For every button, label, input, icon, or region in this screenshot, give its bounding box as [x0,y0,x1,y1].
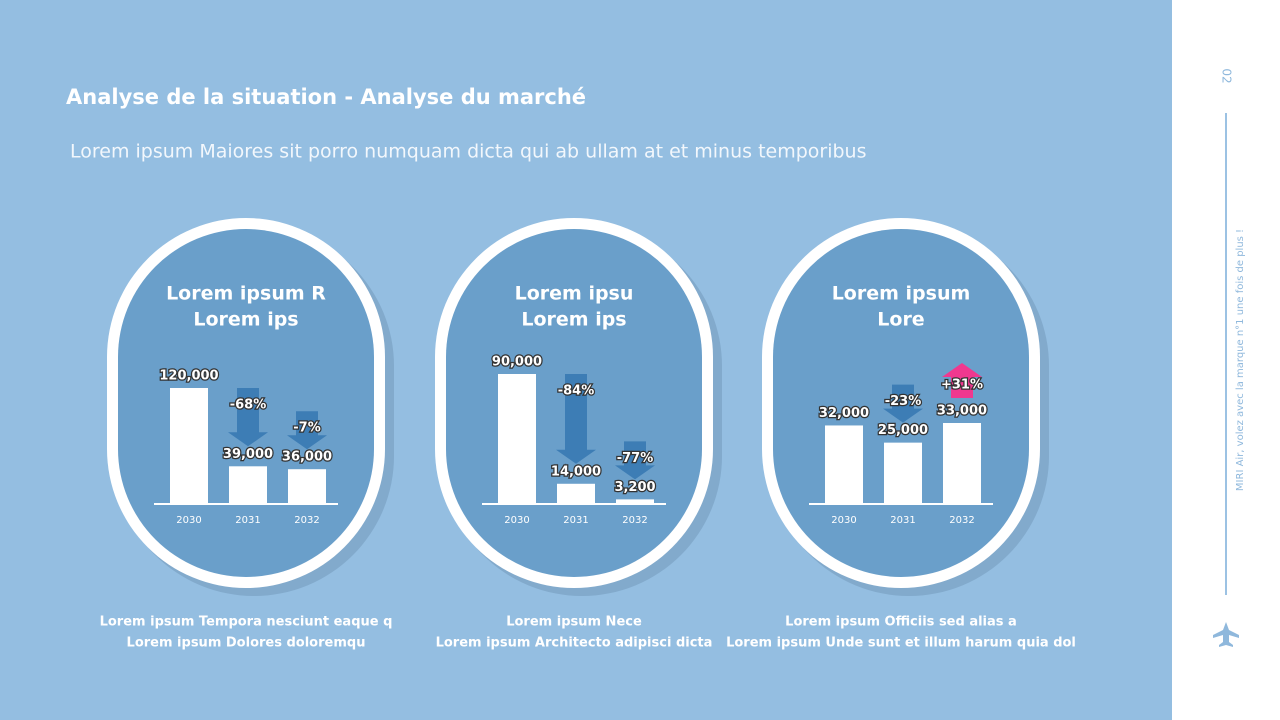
change-label: -7% [293,421,320,436]
x-tick-label: 2030 [176,515,201,526]
tagline: MIRI Air, volez avec la marque n°1 une f… [1235,229,1246,491]
value-label: 90,000 [492,355,542,370]
chart-title: Lorem ipsu [515,283,634,305]
change-arrow [942,363,982,398]
bar [884,442,922,504]
value-label: 3,200 [614,480,655,495]
chart-title: Lorem ips [521,309,626,331]
plane-icon [1213,622,1239,647]
value-label: 33,000 [937,404,987,419]
change-label: -68% [230,398,267,413]
caption: Lorem ipsum Dolores doloremqu [127,636,366,651]
subtitle: Lorem ipsum Maiores sit porro numquam di… [70,141,867,163]
caption: Lorem ipsum Nece [506,615,642,630]
bar [557,483,595,504]
caption: Lorem ipsum Architecto adipisci dicta [436,636,713,651]
change-arrow [228,388,268,447]
chart-title: Lore [877,309,924,331]
bar [498,374,536,504]
page-number: 02 [1220,68,1234,83]
change-label: -84% [558,384,595,399]
chart-title: Lorem ips [193,309,298,331]
x-tick-label: 2031 [235,515,260,526]
chart-title: Lorem ipsum R [166,283,326,305]
bar [170,388,208,504]
change-arrow [883,384,923,423]
caption: Lorem ipsum Unde sunt et illum harum qui… [726,636,1076,651]
x-tick-label: 2032 [622,515,647,526]
bar [616,499,654,504]
x-tick-label: 2032 [294,515,319,526]
x-tick-label: 2030 [504,515,529,526]
x-tick-label: 2031 [563,515,588,526]
x-tick-label: 2032 [949,515,974,526]
bar [288,469,326,504]
bar [825,425,863,504]
value-label: 120,000 [159,369,218,384]
chart-title: Lorem ipsum [832,283,971,305]
caption: Lorem ipsum Officiis sed alias a [785,615,1017,630]
value-label: 14,000 [551,464,601,479]
x-tick-label: 2031 [890,515,915,526]
bar [943,423,981,504]
value-label: 32,000 [819,406,869,421]
x-tick-label: 2030 [831,515,856,526]
change-arrow [615,441,655,480]
title: Analyse de la situation - Analyse du mar… [66,85,586,109]
change-arrow [556,374,596,464]
change-label: +31% [941,378,983,393]
change-label: -23% [885,394,922,409]
bar [229,466,267,504]
caption: Lorem ipsum Tempora nesciunt eaque q [100,615,393,630]
value-label: 25,000 [878,423,928,438]
change-arrow [287,411,327,450]
value-label: 39,000 [223,447,273,462]
value-label: 36,000 [282,450,332,465]
change-label: -77% [617,451,654,466]
